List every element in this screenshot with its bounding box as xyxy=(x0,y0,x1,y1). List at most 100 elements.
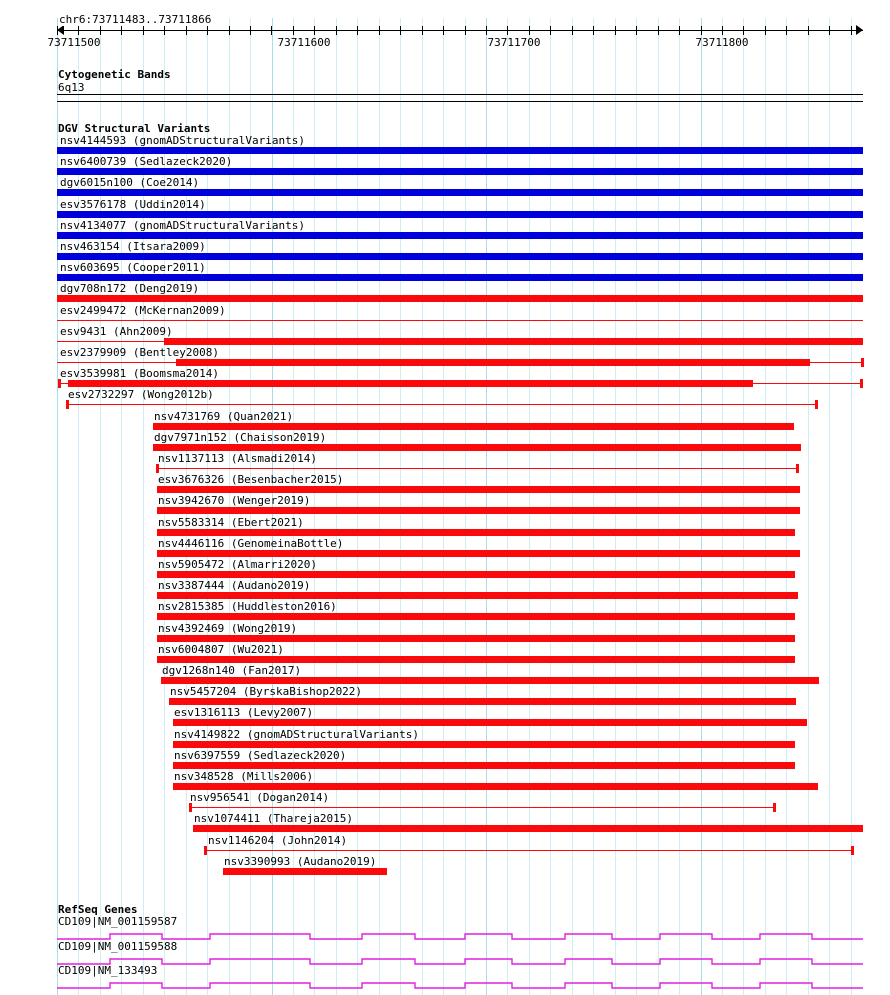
dgv-variant-end-cap-right xyxy=(773,803,776,813)
dgv-variant-row[interactable]: nsv1146204 (John2014) xyxy=(0,834,890,855)
dgv-variant-bar[interactable] xyxy=(57,210,863,218)
dgv-variant-bar[interactable] xyxy=(157,613,795,621)
refseq-transcript-label: CD109|NM_133493 xyxy=(58,964,158,977)
dgv-variant-end-cap-right xyxy=(815,400,818,410)
dgv-variant-bar[interactable] xyxy=(68,380,753,388)
dgv-variant-span-line[interactable] xyxy=(205,849,853,851)
ruler-tick xyxy=(443,26,444,35)
dgv-variant-row[interactable]: nsv3390993 (Audano2019) xyxy=(0,855,890,876)
dgv-variant-row[interactable]: nsv4134077 (gnomADStructuralVariants) xyxy=(0,219,890,240)
ruler-tick xyxy=(229,26,230,35)
dgv-variant-label: nsv4731769 (Quan2021) xyxy=(154,409,294,423)
dgv-variant-row[interactable]: nsv1074411 (Thareja2015) xyxy=(0,812,890,833)
dgv-variant-row[interactable]: dgv6015n100 (Coe2014) xyxy=(0,176,890,197)
dgv-variant-row[interactable]: esv3539981 (Boomsma2014) xyxy=(0,367,890,389)
dgv-variant-row[interactable]: nsv5457204 (ByrskaBishop2022) xyxy=(0,685,890,706)
dgv-variant-bar[interactable] xyxy=(157,571,795,578)
dgv-variant-bar[interactable] xyxy=(57,295,863,303)
dgv-variant-bar[interactable] xyxy=(57,253,863,260)
dgv-variant-bar[interactable] xyxy=(57,147,863,154)
ruler-tick xyxy=(722,26,723,35)
dgv-variant-row[interactable]: nsv3387444 (Audano2019) xyxy=(0,579,890,600)
dgv-variant-row[interactable]: dgv708n172 (Deng2019) xyxy=(0,282,890,303)
dgv-variant-row[interactable]: nsv6400739 (Sedlazeck2020) xyxy=(0,155,890,176)
dgv-variant-row[interactable]: nsv4149822 (gnomADStructuralVariants) xyxy=(0,728,890,749)
dgv-variant-label: nsv2815385 (Huddleston2016) xyxy=(158,600,337,614)
dgv-variant-bar[interactable] xyxy=(57,189,863,197)
dgv-variant-row[interactable]: nsv4446116 (GenomeinaBottle) xyxy=(0,537,890,558)
dgv-variant-row[interactable]: nsv2815385 (Huddleston2016) xyxy=(0,600,890,621)
dgv-variant-row[interactable]: nsv4731769 (Quan2021) xyxy=(0,410,890,431)
dgv-variant-row[interactable]: esv9431 (Ahn2009) xyxy=(0,325,890,346)
dgv-variant-row[interactable]: nsv956541 (Dogan2014) xyxy=(0,791,890,813)
dgv-variant-label: nsv6004807 (Wu2021) xyxy=(158,642,284,656)
dgv-variant-label: nsv603695 (Cooper2011) xyxy=(60,261,206,275)
ruler-tick xyxy=(486,26,487,35)
dgv-variant-row[interactable]: nsv5583314 (Ebert2021) xyxy=(0,516,890,537)
dgv-variant-bar[interactable] xyxy=(57,168,863,176)
dgv-variant-row[interactable]: dgv7971n152 (Chaisson2019) xyxy=(0,431,890,452)
dgv-variant-bar[interactable] xyxy=(173,740,795,748)
ruler-tick xyxy=(593,26,594,35)
refseq-transcript-row[interactable]: CD109|NM_133493 xyxy=(0,964,890,989)
dgv-variant-row[interactable]: esv1316113 (Levy2007) xyxy=(0,706,890,727)
dgv-variant-end-cap-right xyxy=(851,845,854,855)
dgv-variant-row[interactable]: nsv603695 (Cooper2011) xyxy=(0,261,890,282)
dgv-variant-label: dgv708n172 (Deng2019) xyxy=(60,282,200,296)
dgv-variant-row[interactable]: esv3576178 (Uddin2014) xyxy=(0,198,890,219)
ruler-tick xyxy=(121,26,122,35)
refseq-transcript-row[interactable]: CD109|NM_001159587 xyxy=(0,915,890,940)
dgv-variant-row[interactable]: nsv463154 (Itsara2009) xyxy=(0,240,890,261)
dgv-variant-bar[interactable] xyxy=(157,592,798,600)
arrow-left-icon xyxy=(57,25,64,35)
dgv-variant-bar[interactable] xyxy=(173,761,795,769)
ruler-tick-label: 73711600 xyxy=(277,36,331,49)
dgv-variant-bar[interactable] xyxy=(153,443,801,451)
dgv-variant-bar[interactable] xyxy=(157,655,795,663)
dgv-variant-bar[interactable] xyxy=(157,549,800,557)
dgv-variant-bar[interactable] xyxy=(157,634,795,642)
dgv-variant-bar[interactable] xyxy=(161,677,819,684)
dgv-variant-bar[interactable] xyxy=(157,486,800,494)
ruler-tick xyxy=(336,26,337,35)
refseq-transcript-row[interactable]: CD109|NM_001159588 xyxy=(0,940,890,965)
dgv-variant-bar[interactable] xyxy=(223,867,387,875)
dgv-variant-row[interactable]: esv3676326 (Besenbacher2015) xyxy=(0,473,890,494)
dgv-variant-span-line[interactable] xyxy=(157,468,798,469)
dgv-variant-row[interactable]: nsv348528 (Mills2006) xyxy=(0,770,890,791)
dgv-variant-end-cap-right xyxy=(860,379,863,389)
dgv-variant-bar[interactable] xyxy=(169,698,796,706)
dgv-variant-row[interactable]: esv2379909 (Bentley2008) xyxy=(0,346,890,367)
dgv-variant-row[interactable]: nsv5905472 (Almarri2020) xyxy=(0,558,890,579)
section-title-refseq-genes: RefSeq Genes xyxy=(58,903,138,916)
dgv-variant-row[interactable]: nsv4392469 (Wong2019) xyxy=(0,622,890,643)
dgv-variant-bar[interactable] xyxy=(57,274,863,282)
dgv-variant-row[interactable]: esv2732297 (Wong2012b) xyxy=(0,388,890,410)
refseq-transcript-glyph[interactable] xyxy=(0,928,890,942)
dgv-variant-span-line[interactable] xyxy=(67,404,817,406)
dgv-variant-span-line[interactable] xyxy=(190,807,774,809)
refseq-transcript-label: CD109|NM_001159588 xyxy=(58,939,178,953)
dgv-variant-bar[interactable] xyxy=(157,507,800,515)
dgv-variant-bar[interactable] xyxy=(173,719,807,727)
refseq-transcript-glyph[interactable] xyxy=(0,977,890,991)
dgv-variant-bar[interactable] xyxy=(173,783,818,790)
dgv-variant-row[interactable]: dgv1268n140 (Fan2017) xyxy=(0,664,890,685)
dgv-variant-row[interactable]: nsv3942670 (Wenger2019) xyxy=(0,494,890,515)
dgv-variant-bar[interactable] xyxy=(57,231,863,239)
dgv-variant-span-line[interactable] xyxy=(57,319,863,321)
dgv-variant-bar[interactable] xyxy=(157,528,795,536)
dgv-variant-end-cap-left xyxy=(204,845,207,855)
dgv-variant-bar[interactable] xyxy=(153,422,794,430)
dgv-variant-label: nsv348528 (Mills2006) xyxy=(174,770,314,783)
dgv-variant-row[interactable]: nsv1137113 (Alsmadi2014) xyxy=(0,452,890,473)
dgv-variant-bar[interactable] xyxy=(164,337,863,345)
dgv-variant-row[interactable]: nsv6397559 (Sedlazeck2020) xyxy=(0,749,890,770)
dgv-variant-bar[interactable] xyxy=(193,825,863,833)
dgv-variant-row[interactable]: esv2499472 (McKernan2009) xyxy=(0,304,890,325)
refseq-transcript-glyph[interactable] xyxy=(0,953,890,967)
dgv-variant-row[interactable]: nsv6004807 (Wu2021) xyxy=(0,643,890,664)
ruler-tick xyxy=(314,26,315,35)
dgv-variant-bar[interactable] xyxy=(176,359,810,366)
dgv-variant-row[interactable]: nsv4144593 (gnomADStructuralVariants) xyxy=(0,134,890,155)
